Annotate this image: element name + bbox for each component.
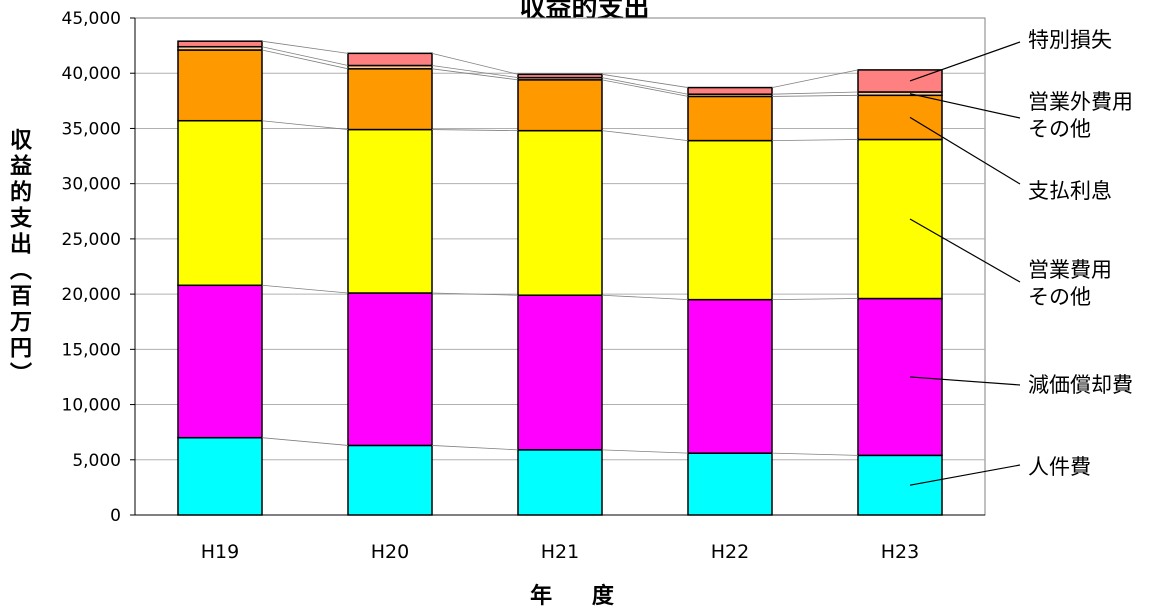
- series-connector: [601, 449, 689, 454]
- legend-leader-line: [909, 41, 1021, 82]
- bar-segment: [687, 298, 773, 454]
- bar-segment: [517, 73, 603, 79]
- series-connector: [601, 294, 689, 301]
- bar-segment: [687, 139, 773, 301]
- bar-segment: [177, 284, 263, 439]
- series-connector: [601, 79, 689, 97]
- series-connector: [261, 437, 349, 446]
- legend-leader-line: [909, 464, 1021, 486]
- legend-label: 人件費: [1028, 455, 1091, 479]
- x-tick-label: H20: [371, 541, 409, 563]
- series-connector: [431, 129, 519, 132]
- bar-segment: [347, 52, 433, 67]
- series-connector: [771, 91, 859, 95]
- bar-segment: [517, 294, 603, 451]
- y-axis-label: 収益的支出（百万円）: [6, 128, 31, 388]
- bar-segment: [857, 69, 943, 93]
- bar-segment: [177, 436, 263, 516]
- series-connector: [601, 130, 689, 141]
- y-tick-label: 40,000: [62, 64, 121, 84]
- y-tick-label: 25,000: [62, 230, 121, 250]
- series-connector: [261, 46, 349, 66]
- x-tick-label: H19: [201, 541, 239, 563]
- bar-segment: [857, 138, 943, 300]
- x-tick-label: H23: [881, 541, 919, 563]
- series-connector: [771, 298, 859, 301]
- series-connector: [601, 73, 689, 88]
- legend-leader-line: [909, 218, 1021, 283]
- legend-label: 営業外費用 その他: [1028, 90, 1133, 141]
- series-connector: [431, 52, 519, 75]
- legend-label: 特別損失: [1028, 28, 1112, 52]
- legend-leader-line: [909, 376, 1021, 386]
- y-tick-label: 30,000: [62, 175, 121, 195]
- bar-segment: [347, 444, 433, 516]
- bar-segment: [177, 119, 263, 287]
- x-axis-label: 年 度: [530, 584, 630, 609]
- series-connector: [261, 40, 349, 54]
- series-connector: [771, 69, 859, 88]
- bar-segment: [857, 297, 943, 457]
- legend-label: 支払利息: [1028, 179, 1112, 203]
- y-tick-label: 5,000: [72, 451, 121, 471]
- series-connector: [431, 445, 519, 451]
- legend-leader-line: [909, 93, 1021, 119]
- series-connector: [771, 452, 859, 456]
- y-tick-label: 35,000: [62, 119, 121, 139]
- series-connector: [431, 292, 519, 296]
- bar-segment: [347, 128, 433, 294]
- y-tick-label: 10,000: [62, 396, 121, 416]
- series-connector: [771, 139, 859, 141]
- bar-segment: [177, 49, 263, 122]
- y-tick-label: 0: [110, 506, 121, 526]
- series-connector: [261, 49, 349, 70]
- bar-segment: [517, 449, 603, 516]
- legend-label: 営業費用 その他: [1028, 258, 1112, 309]
- series-connector: [261, 120, 349, 130]
- bar-segment: [177, 40, 263, 48]
- y-tick-label: 45,000: [62, 9, 121, 29]
- bar-segment: [687, 86, 773, 95]
- legend-leader-line: [909, 116, 1021, 185]
- bar-segment: [857, 94, 943, 141]
- legend-label: 減価償却費: [1028, 373, 1133, 397]
- bar-segment: [517, 129, 603, 296]
- bar-segment: [857, 454, 943, 516]
- series-connector: [261, 284, 349, 294]
- series-connector: [431, 65, 519, 79]
- bar-segment: [347, 68, 433, 131]
- bar-segment: [517, 79, 603, 132]
- x-tick-label: H21: [541, 541, 579, 563]
- y-tick-label: 15,000: [62, 340, 121, 360]
- bar-segment: [687, 452, 773, 516]
- bar-segment: [347, 292, 433, 447]
- series-connector: [771, 94, 859, 97]
- x-tick-label: H22: [711, 541, 749, 563]
- series-connector: [431, 68, 519, 81]
- series-connector: [601, 77, 689, 95]
- bar-segment: [687, 95, 773, 142]
- y-tick-label: 20,000: [62, 285, 121, 305]
